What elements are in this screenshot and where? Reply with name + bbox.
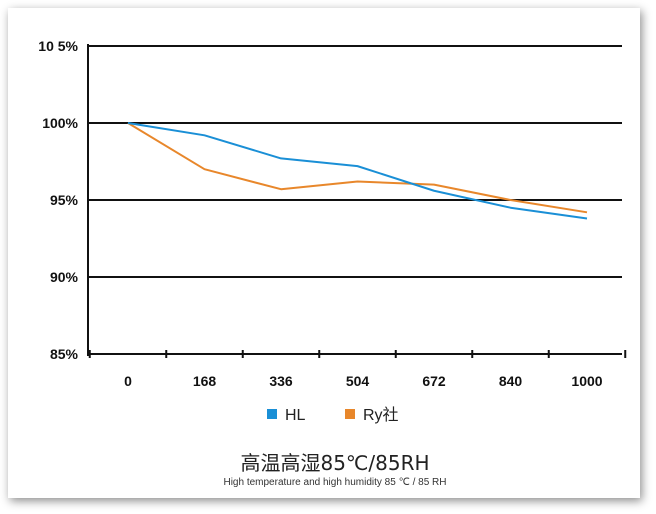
chart-title: 高温高湿85℃/85RH <box>240 451 429 475</box>
chart-subtitle: High temperature and high humidity 85 ℃ … <box>223 477 446 488</box>
legend-swatch-1 <box>345 409 355 419</box>
axis-layer: 85% 90% 95% 100% 10 5% 0 168 336 504 672 840 1000 <box>38 38 627 389</box>
x-tick-label: 672 <box>422 373 446 389</box>
x-tick-label: 1000 <box>571 373 602 389</box>
x-tick-label: 0 <box>124 373 132 389</box>
legend-swatch-0 <box>267 409 277 419</box>
x-tick-label: 168 <box>193 373 217 389</box>
series-line-0 <box>127 122 588 220</box>
y-tick-label: 100% <box>42 115 78 131</box>
legend-label-0: HL <box>285 407 306 424</box>
x-tick-label: 504 <box>346 373 370 389</box>
x-tick-label: 840 <box>499 373 523 389</box>
y-tick-label: 85% <box>50 346 79 362</box>
legend-label-1: Ry社 <box>363 406 399 424</box>
series-line-1 <box>127 122 588 214</box>
y-tick-label: 95% <box>50 192 79 208</box>
y-tick-label: 10 5% <box>38 38 78 54</box>
y-tick-label: 90% <box>50 269 79 285</box>
x-tick-label: 336 <box>269 373 293 389</box>
chart-frame: 85% 90% 95% 100% 10 5% 0 168 336 504 672 840 1000 H… <box>8 8 640 498</box>
chart: 85% 90% 95% 100% 10 5% 0 168 336 504 672 840 1000 H… <box>38 38 627 488</box>
series-layer <box>127 122 588 220</box>
legend: HL Ry社 <box>267 406 399 424</box>
grid-layer <box>88 45 622 355</box>
